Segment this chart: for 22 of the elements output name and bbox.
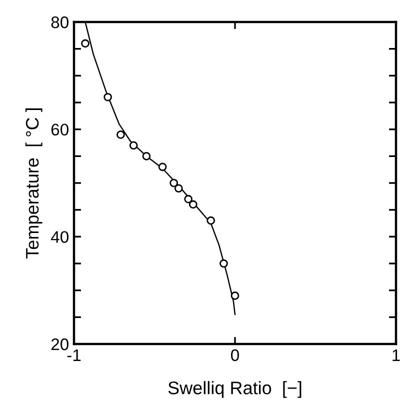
x-tick-label: 0	[231, 349, 239, 362]
point	[206, 216, 216, 225]
point	[230, 292, 240, 300]
point	[174, 184, 183, 193]
point	[129, 141, 138, 150]
y-tick-label: 20	[51, 338, 68, 350]
y-tick-label: 80	[51, 16, 68, 28]
point	[220, 259, 228, 268]
x-tick-label: 1	[392, 349, 400, 361]
y-axis-title: Temperature [ °C ]	[25, 108, 42, 258]
point	[116, 130, 125, 139]
y-tick-label: 60	[51, 124, 68, 136]
point	[170, 178, 178, 188]
point	[188, 200, 198, 209]
point	[81, 39, 90, 48]
point	[158, 162, 167, 172]
point	[104, 92, 112, 102]
point	[184, 194, 192, 204]
point	[142, 152, 151, 160]
x-tick-label: -1	[67, 349, 81, 361]
y-tick-label: 40	[50, 231, 68, 243]
x-axis-title: Swelliq Ratio [−]	[168, 381, 302, 398]
